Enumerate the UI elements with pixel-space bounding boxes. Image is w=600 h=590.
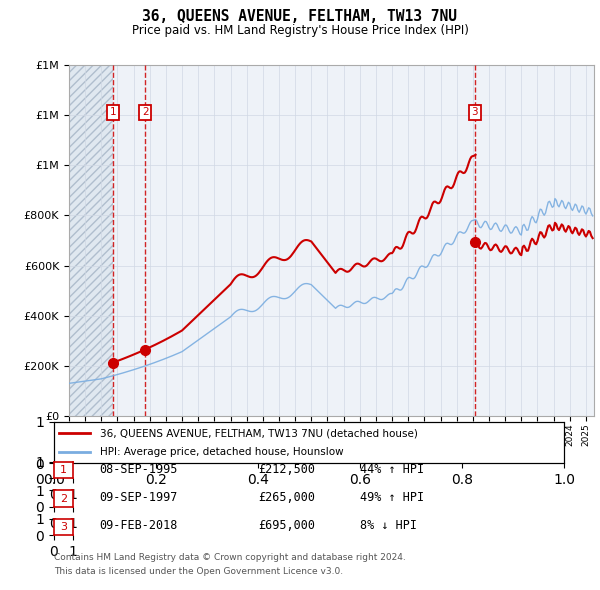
Bar	[69, 65, 113, 416]
Text: 08-SEP-1995: 08-SEP-1995	[99, 463, 178, 476]
Text: 36, QUEENS AVENUE, FELTHAM, TW13 7NU: 36, QUEENS AVENUE, FELTHAM, TW13 7NU	[143, 9, 458, 24]
Text: 2: 2	[142, 107, 148, 117]
Text: Contains HM Land Registry data © Crown copyright and database right 2024.: Contains HM Land Registry data © Crown c…	[54, 553, 406, 562]
Text: HPI: Average price, detached house, Hounslow: HPI: Average price, detached house, Houn…	[100, 447, 344, 457]
Text: 1: 1	[60, 466, 67, 475]
Text: 49% ↑ HPI: 49% ↑ HPI	[360, 491, 424, 504]
Bar	[69, 65, 113, 416]
Text: 3: 3	[60, 522, 67, 532]
Text: Price paid vs. HM Land Registry's House Price Index (HPI): Price paid vs. HM Land Registry's House …	[131, 24, 469, 37]
Text: 2: 2	[60, 494, 67, 503]
Text: £265,000: £265,000	[258, 491, 315, 504]
Text: 44% ↑ HPI: 44% ↑ HPI	[360, 463, 424, 476]
Text: 1: 1	[109, 107, 116, 117]
Text: £212,500: £212,500	[258, 463, 315, 476]
Text: 36, QUEENS AVENUE, FELTHAM, TW13 7NU (detached house): 36, QUEENS AVENUE, FELTHAM, TW13 7NU (de…	[100, 428, 418, 438]
Text: This data is licensed under the Open Government Licence v3.0.: This data is licensed under the Open Gov…	[54, 566, 343, 576]
Text: 3: 3	[472, 107, 478, 117]
Text: 09-SEP-1997: 09-SEP-1997	[99, 491, 178, 504]
Text: 09-FEB-2018: 09-FEB-2018	[99, 519, 178, 532]
Text: £695,000: £695,000	[258, 519, 315, 532]
Text: 8% ↓ HPI: 8% ↓ HPI	[360, 519, 417, 532]
